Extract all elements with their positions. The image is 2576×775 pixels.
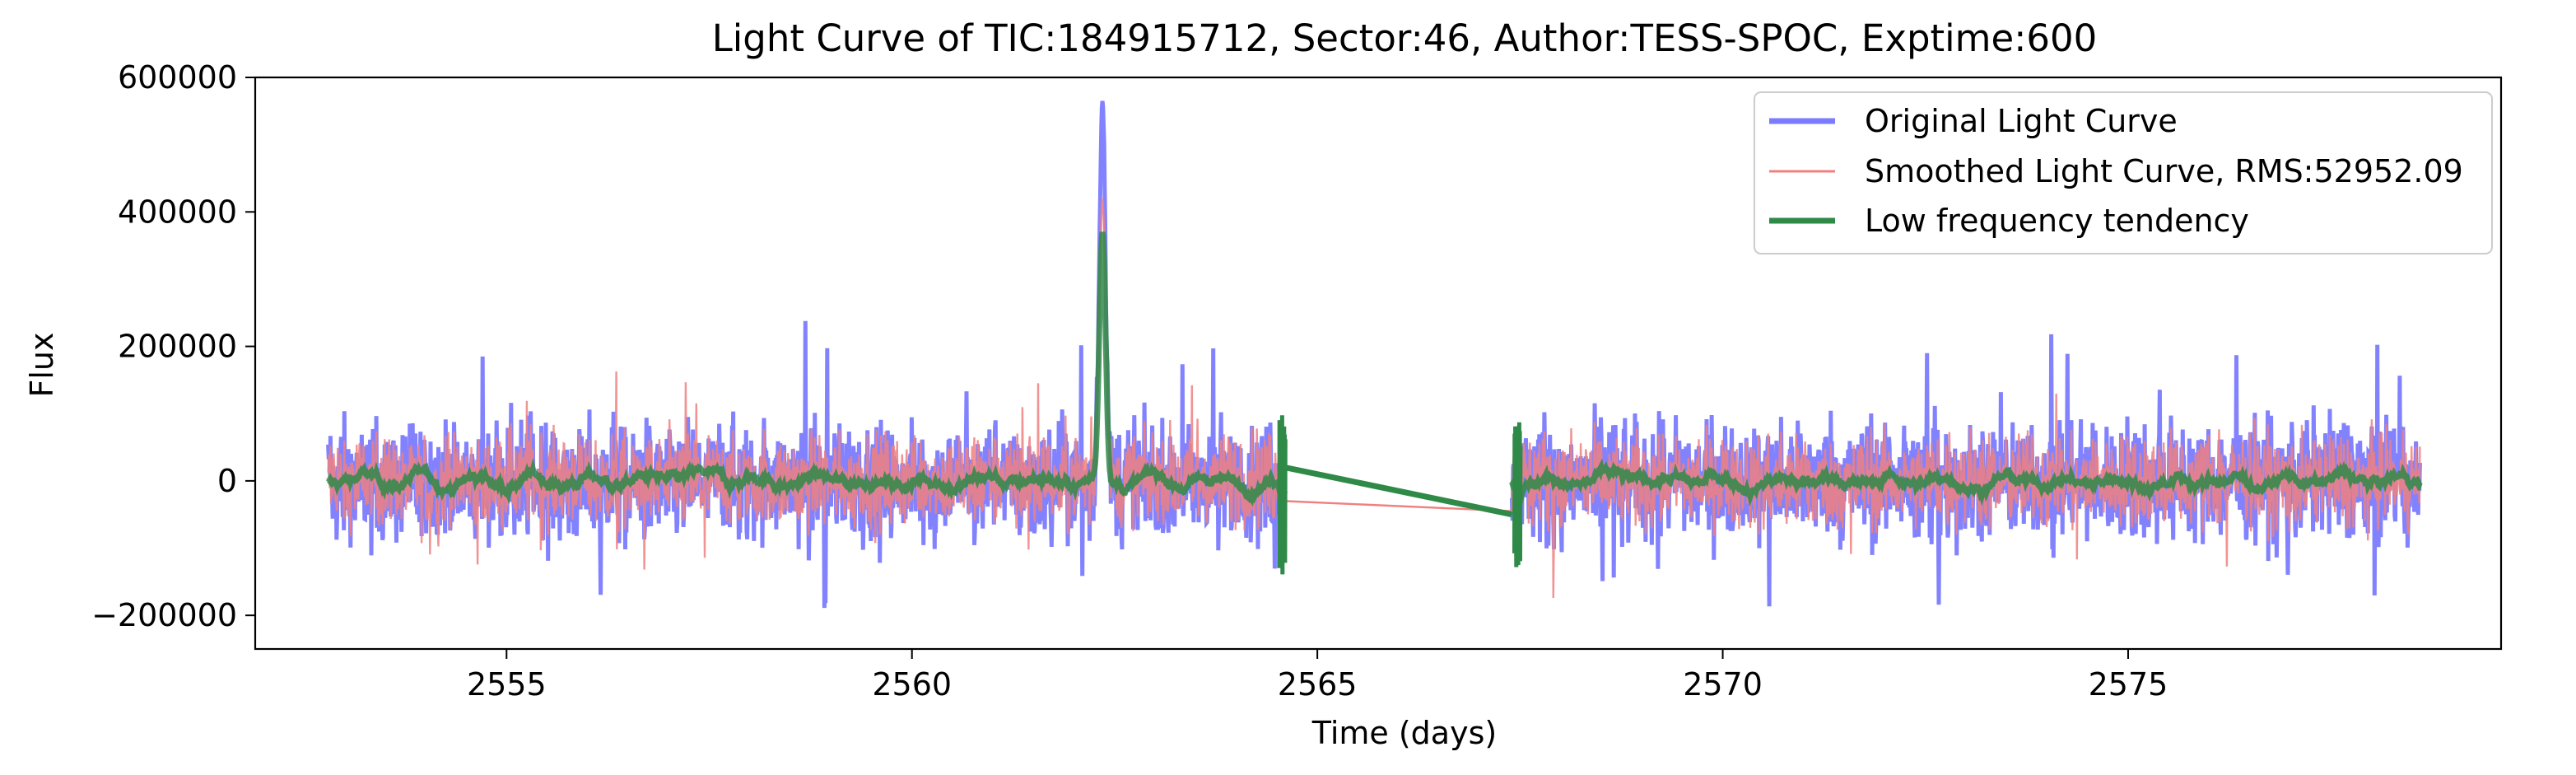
x-tick-label: 2560: [872, 666, 952, 703]
y-tick-label: 200000: [118, 329, 237, 365]
x-tick-label: 2570: [1683, 666, 1763, 703]
series-layer: [325, 100, 2423, 609]
legend: Original Light Curve Smoothed Light Curv…: [1754, 91, 2493, 254]
y-axis-label: Flux: [24, 333, 60, 398]
y-tick-label: 600000: [118, 59, 237, 96]
x-tick-label: 2575: [2089, 666, 2168, 703]
series-tendency-line: [1509, 458, 2423, 507]
legend-label-tendency: Low frequency tendency: [1865, 203, 2249, 239]
x-tick-label: 2565: [1278, 666, 1358, 703]
x-axis: 2555 2560 2565 2570 2575: [467, 649, 2168, 703]
plot-frame: [254, 76, 2503, 651]
y-tick-label: −200000: [91, 597, 237, 633]
series-tendency-line: [325, 231, 1288, 507]
y-tick-label: 400000: [118, 194, 237, 230]
y-axis: −200000 0 200000 400000 600000: [91, 59, 255, 633]
chart-title: Light Curve of TIC:184915712, Sector:46,…: [712, 16, 2098, 60]
x-axis-label: Time (days): [1311, 715, 1497, 751]
legend-box: [1754, 91, 2493, 254]
series-tendency-gap-line: [1284, 465, 1513, 518]
legend-label-original: Original Light Curve: [1865, 103, 2178, 139]
series-tendency-edge-burst: [1277, 415, 1288, 575]
legend-label-smoothed: Smoothed Light Curve, RMS:52952.09: [1865, 153, 2463, 189]
y-tick-label: 0: [217, 463, 237, 499]
series-tendency-edge-burst: [1512, 422, 1523, 567]
x-tick-label: 2555: [467, 666, 547, 703]
